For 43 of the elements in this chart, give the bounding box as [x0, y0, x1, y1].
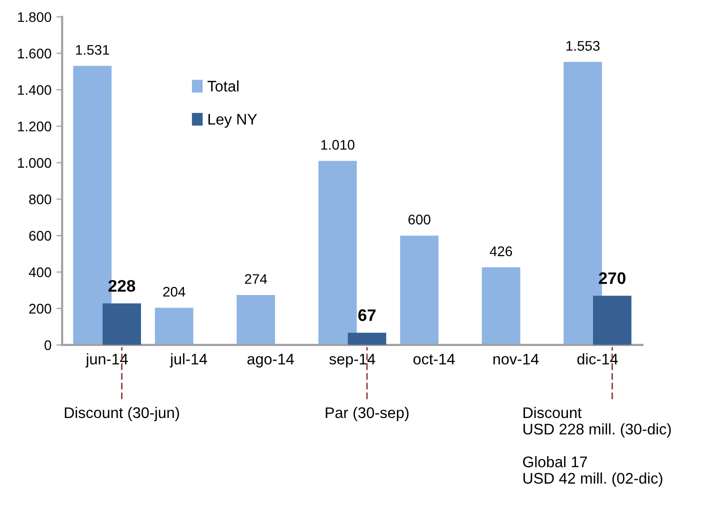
data-label: 1.010	[321, 140, 354, 150]
bar	[318, 160, 357, 345]
data-label: 600	[408, 214, 430, 224]
y-tick-label: 800	[29, 194, 52, 204]
data-label: 274	[244, 274, 268, 284]
data-label: 1.531	[76, 44, 110, 55]
data-label: 228	[108, 280, 136, 292]
bar	[102, 303, 142, 345]
x-tick-label: jul-14	[170, 353, 208, 368]
data-label: 270	[598, 272, 626, 284]
text: Par (30-sep)	[326, 406, 409, 422]
x-tick-label: dic-14	[577, 353, 618, 364]
bar	[236, 294, 276, 345]
text: USD 228 mill. (30-dic)	[523, 423, 671, 438]
y-tick-label: 400	[28, 267, 52, 278]
y-tick-label: 0	[44, 340, 52, 350]
x-tick-label: oct-14	[413, 354, 455, 364]
bar	[348, 332, 386, 345]
legend-label: Total	[208, 80, 238, 92]
data-label: 426	[490, 246, 512, 256]
bar	[400, 236, 439, 345]
x-tick-label: nov-14	[493, 354, 539, 364]
x-tick-label: sep-14	[329, 354, 376, 368]
bar	[154, 308, 194, 345]
x-tick-label: jun-14	[85, 353, 128, 368]
text: USD 42 mill. (02-dic)	[523, 472, 662, 487]
data-label: 67	[358, 309, 376, 322]
text: Global 17	[523, 456, 587, 468]
text: Discount	[524, 406, 582, 418]
y-tick-label: 1.000	[18, 158, 52, 168]
text: Discount (30-jun)	[64, 406, 180, 422]
y-tick-label: 600	[29, 230, 52, 241]
y-tick-label: 1.800	[18, 12, 52, 22]
y-tick-label: 1.400	[18, 85, 52, 95]
data-label: 1.553	[566, 40, 600, 51]
legend-label: Ley NY	[208, 114, 257, 128]
y-tick-label: 200	[29, 304, 52, 314]
y-tick-label: 1.600	[18, 48, 52, 58]
y-tick-label: 1.200	[18, 122, 52, 132]
data-label: 204	[163, 286, 186, 297]
bar	[593, 296, 632, 345]
x-tick-label: ago-14	[247, 354, 294, 368]
bar	[482, 267, 520, 345]
